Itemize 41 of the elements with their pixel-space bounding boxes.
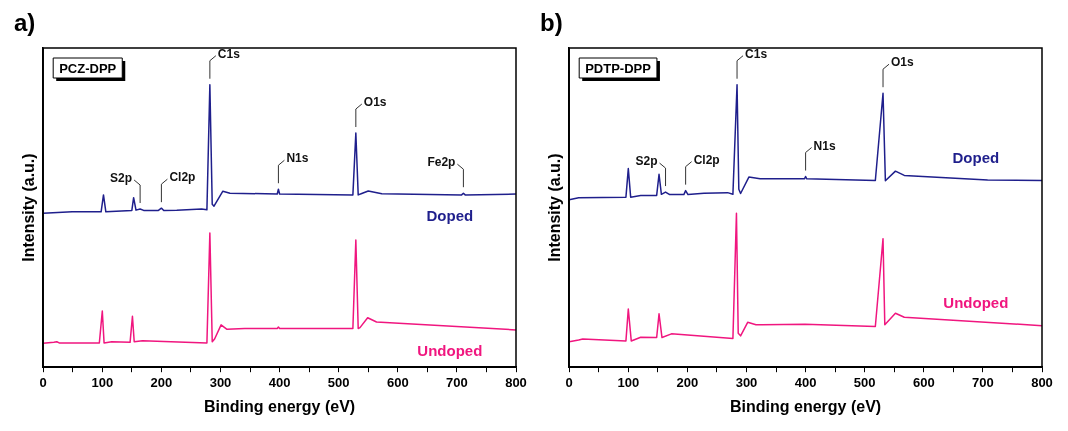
annotation: Cl2p xyxy=(169,170,196,185)
series-label: Doped xyxy=(426,206,474,224)
annotation: O1s xyxy=(891,55,915,70)
x-axis-title: Binding energy (eV) xyxy=(204,397,356,415)
annotation: C1s xyxy=(745,46,768,61)
annotation: N1s xyxy=(813,138,836,153)
chart-title: b) xyxy=(540,8,563,36)
x-tick-label: 800 xyxy=(505,374,527,390)
chart-title: a) xyxy=(14,8,36,36)
x-tick-label: 200 xyxy=(150,374,173,390)
x-tick-label: 0 xyxy=(565,374,573,390)
x-tick-label: 700 xyxy=(446,374,468,390)
x-tick-label: 300 xyxy=(209,374,232,390)
x-tick-label: 700 xyxy=(972,374,994,390)
series-label: Undoped xyxy=(417,341,483,359)
x-tick-label: 500 xyxy=(853,374,876,390)
annotation: Fe2p xyxy=(427,155,456,170)
x-tick-label: 200 xyxy=(676,374,699,390)
x-tick-label: 0 xyxy=(39,374,47,390)
annotation: S2p xyxy=(110,171,133,186)
y-axis-title: Intensity (a.u.) xyxy=(546,153,564,262)
annotation: S2p xyxy=(635,154,658,169)
annotation: C1s xyxy=(217,46,241,61)
x-tick-label: 600 xyxy=(912,374,935,390)
x-tick-label: 100 xyxy=(617,374,640,390)
y-axis-title: Intensity (a.u.) xyxy=(20,153,38,262)
x-tick-label: 800 xyxy=(1031,374,1053,390)
text: PDTP-DPP xyxy=(585,60,652,76)
x-tick-label: 400 xyxy=(268,374,291,390)
annotation: N1s xyxy=(286,151,309,166)
series-label: Doped xyxy=(952,148,1000,166)
text: PCZ-DPP xyxy=(59,60,117,76)
x-tick-label: 300 xyxy=(735,374,758,390)
x-tick-label: 600 xyxy=(386,374,409,390)
x-tick-label: 100 xyxy=(91,374,114,390)
annotation: O1s xyxy=(363,95,387,110)
series-label: Undoped xyxy=(943,294,1009,312)
annotation: Cl2p xyxy=(693,152,720,167)
x-axis-title: Binding energy (eV) xyxy=(730,397,882,415)
x-tick-label: 400 xyxy=(794,374,817,390)
x-tick-label: 500 xyxy=(327,374,350,390)
